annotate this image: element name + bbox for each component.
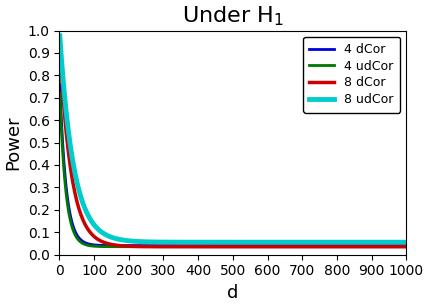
8 dCor — [374, 245, 379, 248]
8 dCor — [190, 245, 196, 248]
4 dCor — [310, 244, 315, 248]
8 udCor — [66, 130, 71, 133]
4 udCor — [404, 245, 409, 248]
4 udCor — [57, 91, 62, 95]
Line: 8 dCor: 8 dCor — [60, 48, 406, 247]
8 udCor — [57, 34, 62, 38]
8 udCor — [374, 241, 379, 244]
8 udCor — [404, 241, 409, 244]
8 dCor — [57, 46, 62, 50]
4 udCor — [211, 245, 216, 248]
4 dCor — [176, 244, 181, 248]
Y-axis label: Power: Power — [4, 115, 22, 170]
4 udCor — [190, 245, 196, 248]
4 dCor — [66, 203, 71, 207]
4 udCor — [376, 245, 381, 248]
8 udCor — [317, 241, 322, 244]
4 dCor — [319, 244, 324, 248]
Legend: 4 dCor, 4 udCor, 8 dCor, 8 udCor: 4 dCor, 4 udCor, 8 dCor, 8 udCor — [303, 37, 400, 113]
8 dCor — [176, 245, 181, 248]
4 dCor — [190, 244, 196, 248]
Title: Under H$_1$: Under H$_1$ — [182, 4, 284, 28]
4 dCor — [404, 244, 409, 248]
4 dCor — [376, 244, 381, 248]
Line: 8 udCor: 8 udCor — [60, 36, 406, 242]
Line: 4 udCor: 4 udCor — [60, 93, 406, 247]
Line: 4 dCor: 4 dCor — [60, 84, 406, 246]
8 dCor — [317, 245, 322, 248]
4 dCor — [57, 83, 62, 86]
4 udCor — [319, 245, 324, 248]
4 dCor — [211, 244, 216, 248]
4 udCor — [176, 245, 181, 248]
4 udCor — [66, 209, 71, 213]
4 udCor — [296, 245, 301, 248]
8 dCor — [404, 245, 409, 248]
8 dCor — [66, 151, 71, 155]
8 dCor — [211, 245, 216, 248]
X-axis label: d: d — [227, 284, 238, 302]
8 udCor — [211, 241, 216, 244]
8 udCor — [190, 241, 196, 244]
8 udCor — [176, 240, 181, 244]
